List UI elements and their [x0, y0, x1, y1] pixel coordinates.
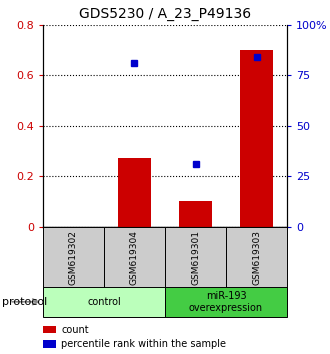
- Bar: [118, 159, 151, 227]
- Text: control: control: [87, 297, 121, 307]
- Text: percentile rank within the sample: percentile rank within the sample: [61, 339, 226, 349]
- Bar: [226, 227, 287, 289]
- Bar: [165, 287, 287, 317]
- Title: GDS5230 / A_23_P49136: GDS5230 / A_23_P49136: [79, 7, 251, 21]
- Bar: [240, 50, 273, 227]
- Text: GSM619303: GSM619303: [252, 230, 261, 285]
- Text: miR-193
overexpression: miR-193 overexpression: [189, 291, 263, 313]
- Bar: [104, 227, 165, 289]
- Text: count: count: [61, 325, 89, 335]
- Text: GSM619301: GSM619301: [191, 230, 200, 285]
- Text: GSM619302: GSM619302: [69, 230, 78, 285]
- Bar: [43, 227, 104, 289]
- Text: protocol: protocol: [2, 297, 47, 307]
- Bar: [43, 287, 165, 317]
- Text: GSM619304: GSM619304: [130, 230, 139, 285]
- Bar: [165, 227, 226, 289]
- Bar: [179, 201, 212, 227]
